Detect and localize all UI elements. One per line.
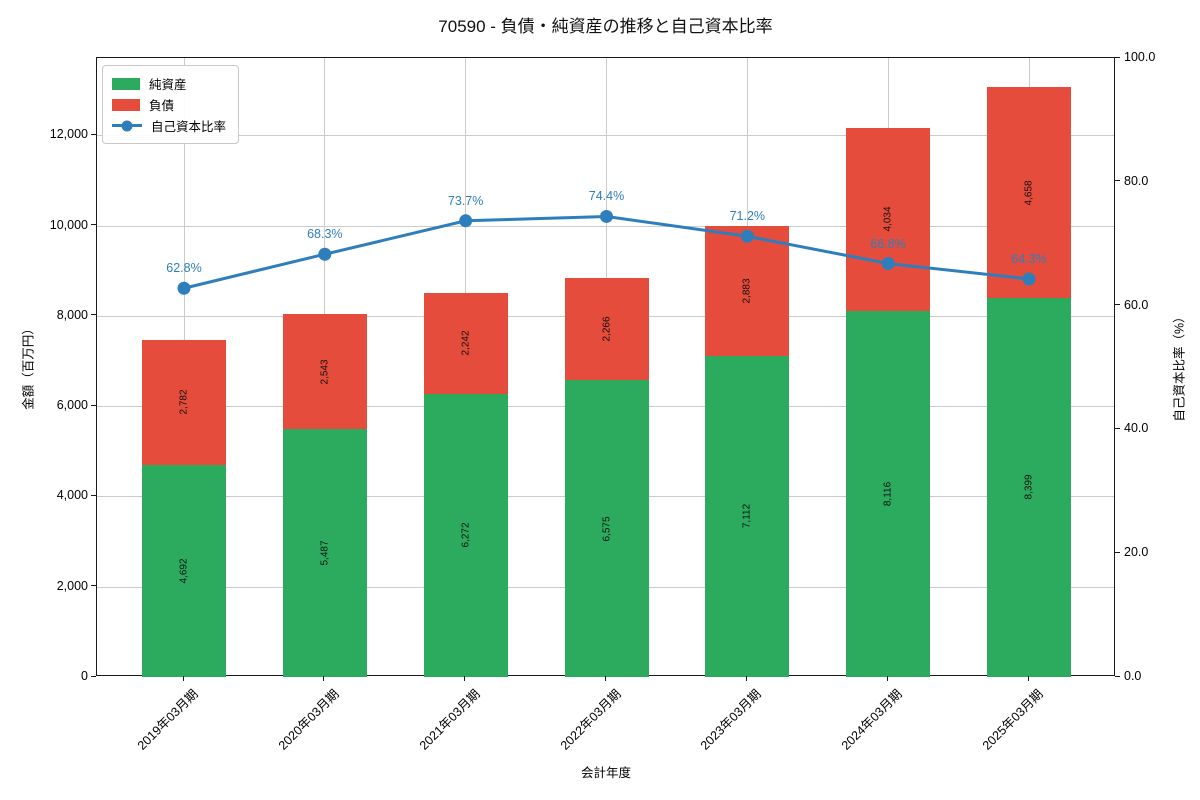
- bar-segment-liabilities: [282, 314, 367, 430]
- bar-segment-liabilities: [423, 292, 508, 394]
- chart-title: 70590 - 負債・純資産の推移と自己資本比率: [438, 17, 773, 36]
- y-tick-mark-left: [91, 404, 96, 406]
- bar-segment-net-assets: [142, 465, 226, 677]
- y-tick-label-left: 12,000: [49, 127, 88, 142]
- y-tick-label-right: 60.0: [1124, 297, 1149, 312]
- y-tick-mark-right: [1115, 56, 1120, 58]
- x-tick-label: 2024年03月期: [838, 686, 905, 753]
- y-tick-label-left: 10,000: [49, 217, 88, 232]
- bar-segment-net-assets: [423, 393, 508, 677]
- y-tick-mark-left: [91, 224, 96, 225]
- y-tick-label-left: 6,000: [56, 398, 88, 413]
- legend-label-liabilities: 負債: [149, 99, 175, 113]
- equity-ratio-point: [177, 281, 191, 295]
- bar-segment-net-assets: [846, 310, 931, 677]
- x-tick-mark: [886, 676, 888, 681]
- y-axis-label-left: 金額（百万円）: [21, 322, 36, 410]
- x-tick-mark: [1027, 676, 1029, 681]
- y-tick-mark-right: [1115, 427, 1120, 429]
- x-tick-label: 2023年03月期: [698, 686, 765, 753]
- y-axis-label-right: 自己資本比率（%）: [1172, 310, 1187, 422]
- bar-segment-net-assets: [282, 429, 367, 677]
- y-tick-mark-left: [91, 314, 96, 316]
- bar-segment-liabilities: [564, 277, 649, 381]
- y-tick-label-right: 20.0: [1124, 545, 1149, 560]
- equity-ratio-label: 66.8%: [870, 236, 906, 251]
- legend-label-net-assets: 純資産: [149, 78, 187, 92]
- y-tick-label-left: 0: [81, 669, 88, 683]
- x-tick-mark: [605, 676, 606, 681]
- bar-segment-liabilities: [846, 128, 931, 311]
- x-tick-mark: [745, 676, 747, 681]
- y-tick-mark-left: [91, 494, 96, 496]
- y-tick-mark-left: [91, 585, 96, 587]
- x-axis-label: 会計年度: [580, 766, 632, 780]
- plot-area: 4,692 2,782 5,487 2,543 6,272 2,242 6,575 2,266…: [96, 57, 1115, 677]
- x-tick-mark: [182, 676, 184, 681]
- equity-ratio-label: 71.2%: [729, 209, 766, 224]
- legend-item-net-assets: 純資産: [112, 73, 226, 94]
- bar-segment-net-assets: [987, 297, 1071, 677]
- x-tick-mark: [323, 676, 325, 681]
- equity-ratio-point: [881, 257, 895, 271]
- net-assets-swatch-icon: [112, 77, 140, 90]
- y-tick-label-left: 8,000: [56, 307, 88, 322]
- legend-label-equity-ratio: 自己資本比率: [151, 120, 227, 134]
- equity-ratio-label: 64.3%: [1011, 251, 1047, 266]
- equity-ratio-point: [740, 229, 754, 243]
- x-tick-label: 2019年03月期: [134, 686, 201, 753]
- x-tick-label: 2021年03月期: [416, 686, 483, 753]
- bar-segment-liabilities: [705, 225, 790, 356]
- bar-segment-liabilities: [142, 339, 226, 466]
- bar-segment-liabilities: [987, 87, 1071, 298]
- liabilities-swatch-icon: [112, 98, 140, 111]
- y-tick-label-left: 4,000: [56, 488, 88, 503]
- equity-ratio-line: [177, 209, 1036, 295]
- equity-ratio-point: [1022, 272, 1036, 286]
- equity-ratio-point: [459, 214, 473, 228]
- y-tick-label-right: 0.0: [1124, 669, 1142, 683]
- gridline-horizontal: [97, 135, 1114, 137]
- y-tick-mark-right: [1115, 304, 1120, 306]
- y-tick-mark-right: [1115, 180, 1120, 182]
- bar-segment-net-assets: [705, 355, 790, 677]
- legend-item-liabilities: 負債: [112, 94, 226, 115]
- gridline-horizontal: [97, 225, 1114, 227]
- x-tick-label: 2020年03月期: [275, 686, 342, 753]
- y-tick-mark-right: [1115, 675, 1120, 677]
- equity-ratio-label: 73.7%: [447, 193, 484, 208]
- equity-ratio-label: 74.4%: [588, 189, 625, 204]
- equity-ratio-line-icon: [112, 120, 142, 131]
- legend-item-equity-ratio: 自己資本比率: [112, 115, 226, 136]
- equity-ratio-label: 62.8%: [166, 261, 202, 276]
- bar-segment-net-assets: [564, 380, 649, 677]
- x-tick-mark: [464, 676, 466, 681]
- y-tick-label-right: 100.0: [1124, 50, 1156, 64]
- x-tick-label: 2025年03月期: [979, 686, 1046, 753]
- y-tick-mark-right: [1115, 551, 1120, 553]
- y-tick-label-left: 2,000: [56, 578, 88, 593]
- y-tick-mark-left: [91, 133, 96, 135]
- y-tick-mark-left: [91, 675, 96, 677]
- equity-ratio-label: 68.3%: [307, 227, 343, 242]
- x-tick-label: 2022年03月期: [557, 686, 624, 753]
- equity-ratio-point: [318, 247, 332, 261]
- y-tick-label-right: 40.0: [1124, 421, 1149, 436]
- legend: 純資産 負債 自己資本比率: [102, 65, 240, 144]
- y-tick-label-right: 80.0: [1124, 173, 1149, 188]
- equity-ratio-point: [600, 209, 613, 223]
